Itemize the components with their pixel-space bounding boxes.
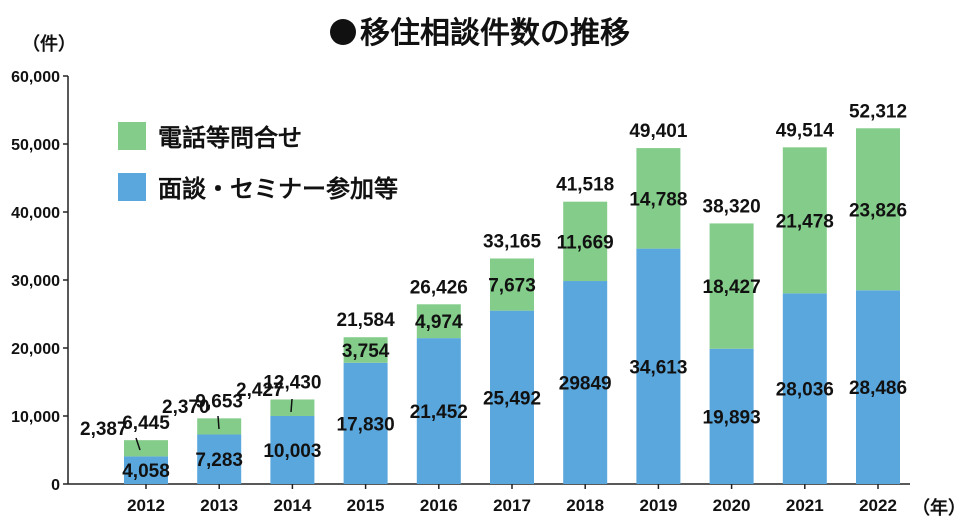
bar-phone-value-label: 7,673 xyxy=(488,276,536,297)
y-tick-label: 40,000 xyxy=(11,205,60,222)
bar-meeting xyxy=(709,348,754,484)
legend-swatch-meeting xyxy=(118,172,146,201)
bar-phone xyxy=(709,223,754,349)
x-tick-label: 2022 xyxy=(859,496,897,515)
bar-meeting xyxy=(636,248,681,484)
y-tick-label: 60,000 xyxy=(11,69,60,86)
bar-phone xyxy=(270,399,315,416)
bar-phone xyxy=(563,201,608,282)
bar-meeting-value-label: 28,036 xyxy=(776,380,834,401)
bar-phone-value-label: 4,974 xyxy=(415,312,463,333)
bar-total-label: 33,165 xyxy=(483,231,542,252)
bar-phone xyxy=(490,258,534,311)
y-tick-label: 20,000 xyxy=(11,341,60,358)
y-tick-label: 0 xyxy=(51,477,60,494)
bar-meeting-value-label: 17,830 xyxy=(337,414,395,435)
bar-meeting xyxy=(490,310,534,484)
bar-meeting xyxy=(197,434,242,484)
x-tick-label: 2015 xyxy=(347,496,385,515)
bar-total-label: 38,320 xyxy=(703,196,761,217)
leader-line xyxy=(135,437,141,451)
bar-meeting xyxy=(416,338,461,484)
bar-meeting xyxy=(782,293,827,484)
bar-meeting xyxy=(124,456,168,484)
bar-meeting-value-label: 29849 xyxy=(559,374,612,395)
x-tick-label: 2018 xyxy=(566,496,604,515)
leader-line xyxy=(217,415,220,430)
chart-title: 移住相談件数の推移 xyxy=(0,8,960,52)
bar-total-label: 26,426 xyxy=(410,277,468,298)
x-tick-label: 2020 xyxy=(713,496,751,515)
bar-meeting-value-label: 19,893 xyxy=(703,407,761,428)
bar-phone-value-label: 11,669 xyxy=(557,232,614,253)
bar-phone-value-label: 2,387 xyxy=(80,419,128,440)
bar-phone-value-label: 21,478 xyxy=(776,211,834,232)
bar-phone-value-label: 2,427 xyxy=(236,380,284,401)
bar-phone xyxy=(416,304,461,339)
legend-label-phone: 電話等問合せ xyxy=(158,124,302,152)
legend-swatch-phone xyxy=(118,121,146,150)
bar-meeting-value-label: 34,613 xyxy=(629,357,687,378)
legend-item-meeting: 面談・セミナー参加等 xyxy=(118,169,398,204)
bar-total-label: 52,312 xyxy=(849,101,907,122)
bar-phone xyxy=(856,128,900,291)
bar-phone-value-label: 2,370 xyxy=(162,397,210,418)
leader-line xyxy=(290,398,293,413)
bar-total-label: 12,430 xyxy=(263,372,321,393)
bar-phone-value-label: 23,826 xyxy=(849,200,907,221)
bar-total-label: 21,584 xyxy=(337,310,396,331)
bar-meeting-value-label: 10,003 xyxy=(263,441,321,462)
bar-total-label: 41,518 xyxy=(556,175,614,196)
bar-total-label: 49,514 xyxy=(776,120,835,141)
x-tick-label: 2012 xyxy=(127,496,165,515)
chart-title-text: 移住相談件数の推移 xyxy=(360,16,630,51)
bullet-dot-icon xyxy=(330,19,356,45)
bar-meeting xyxy=(856,290,900,484)
bar-meeting-value-label: 4,058 xyxy=(122,461,170,482)
bar-meeting-value-label: 28,486 xyxy=(849,378,907,399)
bar-phone-value-label: 18,427 xyxy=(703,277,761,298)
y-axis-unit-label: （件） xyxy=(22,34,76,55)
chart-legend: 電話等問合せ 面談・セミナー参加等 xyxy=(118,118,398,220)
legend-item-phone: 電話等問合せ xyxy=(118,118,398,153)
x-tick-label: 2019 xyxy=(639,496,677,515)
x-axis-unit-label: （年） xyxy=(912,498,960,519)
bar-meeting xyxy=(563,281,608,484)
y-tick-label: 50,000 xyxy=(11,137,60,154)
bar-total-label: 49,401 xyxy=(629,121,688,142)
bar-phone xyxy=(782,147,827,294)
bar-phone-value-label: 14,788 xyxy=(629,189,687,210)
bar-meeting-value-label: 25,492 xyxy=(483,388,541,409)
bar-total-label: 9,653 xyxy=(195,391,243,412)
bar-meeting-value-label: 21,452 xyxy=(410,402,468,423)
bar-total-label: 6,445 xyxy=(122,413,170,434)
bar-meeting xyxy=(270,415,315,484)
x-tick-label: 2017 xyxy=(493,496,531,515)
legend-label-meeting: 面談・セミナー参加等 xyxy=(158,175,398,203)
x-tick-label: 2021 xyxy=(786,496,824,515)
bar-meeting-value-label: 7,283 xyxy=(195,450,243,471)
y-tick-label: 10,000 xyxy=(11,409,60,426)
x-tick-label: 2013 xyxy=(200,496,238,515)
bar-phone-value-label: 3,754 xyxy=(342,341,390,362)
y-tick-label: 30,000 xyxy=(11,273,60,290)
x-tick-label: 2016 xyxy=(420,496,458,515)
bar-meeting xyxy=(343,362,388,484)
bar-phone xyxy=(636,148,681,249)
bar-phone xyxy=(124,440,168,457)
bar-phone xyxy=(343,337,388,363)
x-tick-label: 2014 xyxy=(273,496,311,515)
